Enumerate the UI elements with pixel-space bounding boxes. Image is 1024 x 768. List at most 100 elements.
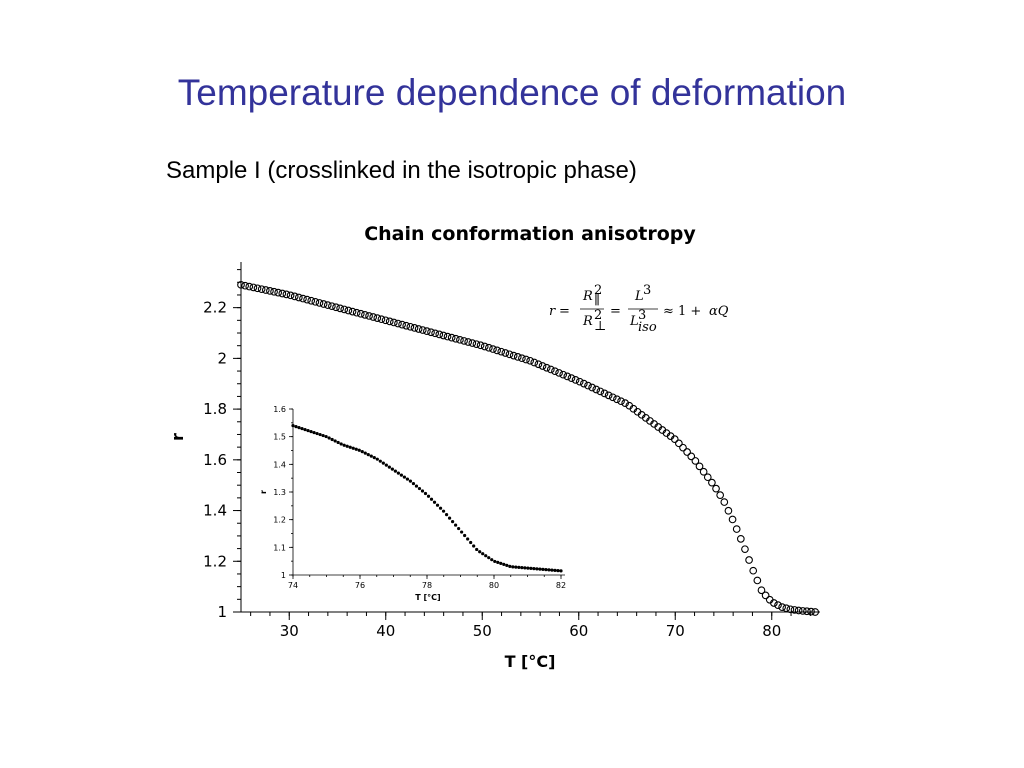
data-point [592,385,601,394]
x-tick-label: 50 [473,622,492,640]
inset-ticks: 74 76 78 80 82 1 1.1 1.2 1.3 1.4 1.5 1.6 [273,405,566,590]
data-point [571,376,580,384]
data-point [450,519,455,524]
main-ticks: 30 40 50 60 70 80 1 1.2 1.4 1.6 1.8 2 2.2 [203,269,811,640]
data-point [468,339,477,347]
data-point [511,565,515,569]
data-point [716,491,725,500]
data-point [435,330,444,339]
data-point [567,374,576,382]
data-point [441,509,446,513]
data-point [454,523,458,527]
data-point [811,608,820,616]
data-point [286,291,295,300]
data-point [303,295,311,304]
y-tick-label: 1.6 [203,451,227,469]
data-point [469,540,473,545]
data-point [369,313,378,321]
y-tick-label: 1.4 [273,460,286,469]
data-point [447,333,456,342]
data-point [348,445,352,449]
data-point [505,350,514,359]
data-point [509,351,518,360]
data-point [538,567,542,571]
main-y-label: r [168,433,187,441]
data-point [411,481,416,486]
data-point [300,426,304,431]
data-point [423,327,431,335]
data-point [402,321,411,330]
data-point [405,477,410,481]
data-point [588,383,596,392]
data-point [708,478,716,487]
data-point [489,345,497,353]
data-point [378,459,382,463]
x-tick-label: 82 [556,581,566,590]
x-tick-label: 70 [666,622,685,640]
inset-plot: 74 76 78 80 82 1 1.1 1.2 1.3 1.4 1.5 1.6 T [°C] r [259,405,566,602]
y-tick-label: 2 [217,349,227,367]
y-tick-label: 1.5 [273,433,286,442]
data-point [393,469,397,473]
data-point [782,604,791,613]
svg-text:L: L [629,314,639,329]
data-point [732,525,741,533]
data-point [490,558,494,562]
data-point [778,603,786,611]
data-point [318,432,322,437]
data-point [559,569,563,573]
data-point [497,347,506,356]
data-point [381,316,390,325]
data-point [291,424,295,428]
data-point [520,566,524,570]
inset-y-label: r [259,490,268,494]
data-point [354,447,358,451]
x-tick-label: 60 [569,622,588,640]
data-point [484,343,493,352]
data-point [431,329,439,338]
data-point [257,285,266,294]
data-point [502,562,506,566]
data-point [487,556,491,560]
data-point [270,287,278,296]
svg-text:2: 2 [594,283,602,298]
data-point [444,513,449,517]
svg-text:3: 3 [643,283,651,298]
data-point [435,503,440,507]
data-point [387,465,391,469]
svg-text:=: = [559,304,570,319]
data-point [724,506,733,515]
data-point [575,377,584,386]
data-point [282,290,291,299]
data-point [493,346,501,355]
data-point [266,287,274,295]
data-point [420,489,425,493]
svg-text:iso: iso [638,320,657,335]
data-point [417,486,422,491]
data-point [443,332,452,341]
data-point [774,601,782,609]
svg-text:R: R [582,289,593,304]
data-point [522,355,530,364]
data-point [547,568,551,572]
data-point [741,545,749,554]
inset-points [291,424,563,573]
data-point [761,591,770,600]
data-point [406,322,415,331]
data-point [457,526,461,531]
data-point [687,452,696,461]
svg-text:=: = [610,304,621,319]
data-point [447,516,452,520]
data-point [342,443,346,447]
data-point [429,497,434,501]
svg-text:2: 2 [594,308,602,323]
data-point [344,306,353,315]
data-point [426,494,431,498]
y-tick-label: 1.6 [273,405,286,414]
data-point [613,395,621,404]
data-point [369,454,373,458]
data-point [438,506,443,510]
data-point [518,354,526,363]
svg-text:R: R [582,314,593,329]
